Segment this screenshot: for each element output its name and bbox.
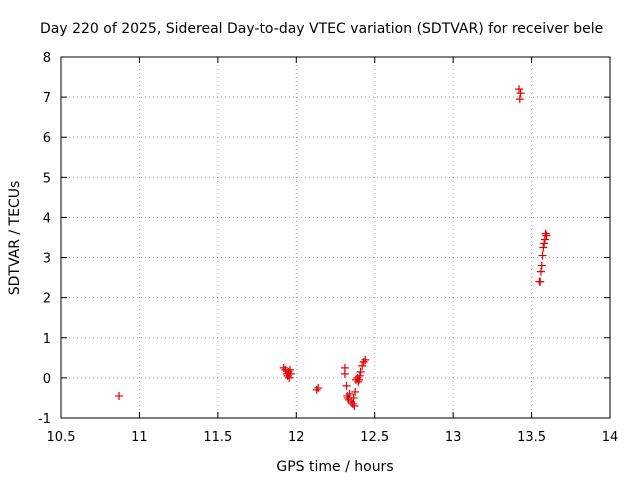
y-tick-label: 4 bbox=[43, 211, 51, 226]
y-tick-label: 1 bbox=[43, 332, 51, 347]
x-axis-label: GPS time / hours bbox=[276, 459, 393, 475]
x-tick-label: 13.5 bbox=[517, 430, 546, 445]
y-tick-label: 6 bbox=[43, 131, 51, 146]
data-point bbox=[516, 89, 525, 98]
data-point bbox=[358, 361, 367, 370]
data-point bbox=[340, 369, 349, 378]
tick-marks bbox=[60, 56, 611, 419]
data-point bbox=[355, 375, 364, 384]
y-tick-label: 7 bbox=[43, 91, 51, 106]
data-point bbox=[286, 365, 295, 374]
data-point bbox=[539, 243, 548, 252]
y-tick-label: 5 bbox=[43, 171, 51, 186]
x-tick-labels: 10.5 11 11.5 12 12.5 13 13.5 14 bbox=[47, 430, 619, 445]
data-points bbox=[115, 85, 551, 410]
data-point bbox=[312, 385, 321, 394]
data-point bbox=[361, 355, 370, 364]
data-point bbox=[350, 401, 359, 410]
data-point bbox=[356, 367, 365, 376]
y-axis-label: SDTVAR / TECUs bbox=[7, 181, 23, 296]
data-point bbox=[349, 393, 358, 402]
data-point bbox=[536, 277, 545, 286]
y-tick-labels: -1 0 1 2 3 4 5 6 7 8 bbox=[38, 51, 51, 427]
x-tick-label: 10.5 bbox=[47, 430, 76, 445]
data-point bbox=[542, 231, 551, 240]
data-point bbox=[540, 239, 549, 248]
data-point bbox=[286, 369, 295, 378]
grid bbox=[61, 57, 610, 418]
data-point bbox=[355, 371, 364, 380]
y-tick-label: 3 bbox=[43, 252, 51, 267]
data-point bbox=[347, 397, 356, 406]
data-point bbox=[537, 261, 546, 270]
y-tick-label: -1 bbox=[38, 412, 51, 427]
data-point bbox=[359, 357, 368, 366]
x-tick-label: 13 bbox=[445, 430, 462, 445]
chart-title: Day 220 of 2025, Sidereal Day-to-day VTE… bbox=[40, 21, 603, 37]
data-point bbox=[345, 389, 354, 398]
plot-frame bbox=[60, 56, 611, 419]
x-tick-label: 11 bbox=[131, 430, 148, 445]
data-point bbox=[515, 85, 524, 94]
data-point bbox=[285, 373, 294, 382]
data-point bbox=[314, 383, 323, 392]
x-tick-label: 14 bbox=[602, 430, 619, 445]
data-point bbox=[351, 387, 360, 396]
data-point bbox=[348, 399, 357, 408]
data-point bbox=[279, 363, 288, 372]
x-tick-label: 12.5 bbox=[360, 430, 389, 445]
x-tick-label: 11.5 bbox=[203, 430, 232, 445]
x-tick-label: 12 bbox=[288, 430, 305, 445]
data-point bbox=[342, 381, 351, 390]
data-point bbox=[536, 267, 545, 276]
y-tick-label: 2 bbox=[43, 292, 51, 307]
data-point bbox=[115, 391, 124, 400]
data-point bbox=[540, 235, 549, 244]
data-point bbox=[538, 251, 547, 260]
data-point bbox=[541, 229, 550, 238]
data-point bbox=[354, 377, 363, 386]
y-tick-label: 8 bbox=[43, 51, 51, 66]
data-point bbox=[515, 95, 524, 104]
y-tick-label: 0 bbox=[43, 372, 51, 387]
